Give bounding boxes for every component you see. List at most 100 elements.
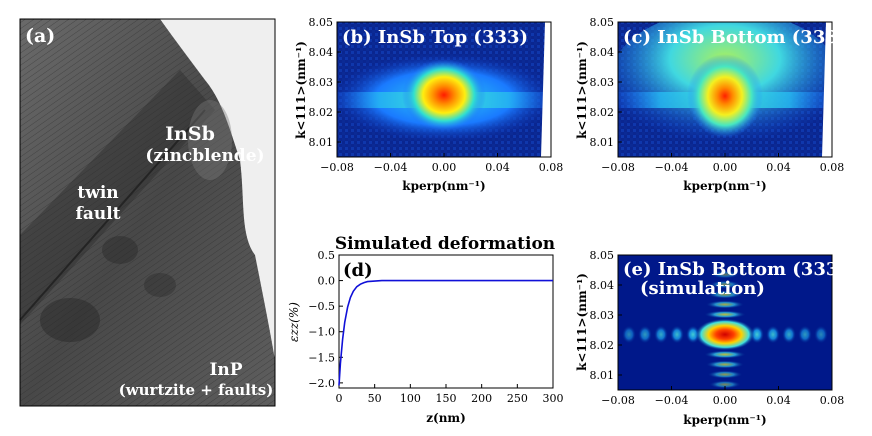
y-tick-label: −1.0 (308, 326, 335, 339)
x-tick-label: 0.00 (713, 394, 738, 407)
x-tick-label: 50 (368, 392, 382, 405)
panel-c-axes: −0.08 −0.04 0.00 0.04 0.08 8.05 8.04 8.03 8.02 8.… (590, 16, 845, 174)
x-tick-label: 200 (471, 392, 492, 405)
strain-line (338, 279, 553, 386)
y-tick-label: 8.04 (309, 46, 334, 59)
panel-d-label: (d) (343, 260, 373, 281)
y-tick-label: 8.02 (309, 106, 334, 119)
defect-blob (102, 236, 138, 264)
defect-blob (144, 273, 176, 297)
x-tick-label: −0.08 (320, 161, 354, 174)
y-tick-label: −0.5 (308, 300, 335, 313)
twin-fault-band (20, 70, 215, 325)
x-tick-label: 300 (543, 392, 564, 405)
vertical-fringe (705, 300, 745, 309)
panel-b: (b) InSb Top (333) −0.08 −0.04 0.00 0.04 0.0… (294, 16, 563, 193)
panel-d-ylabel: εzz(%) (287, 302, 301, 342)
panel-d: Simulated deformation (d) 0 50 100 150 200 25… (287, 234, 564, 425)
panel-d-frame (338, 254, 554, 389)
vertical-fringe (705, 360, 745, 369)
x-tick-label: 150 (436, 392, 457, 405)
y-tick-label: 8.05 (590, 249, 615, 262)
y-tick-label: 8.03 (590, 309, 615, 322)
bragg-peak (695, 318, 755, 351)
y-tick-label: 8.01 (590, 136, 615, 149)
annotation-fault: fault (76, 204, 121, 224)
x-tick-label: 0.04 (766, 161, 791, 174)
y-tick-label: 8.01 (590, 369, 615, 382)
x-tick-label: 0.00 (432, 161, 457, 174)
horizontal-lobe (798, 325, 812, 344)
y-tick-label: 8.05 (590, 16, 615, 29)
panel-b-xlabel: kperp(nm⁻¹) (402, 179, 485, 193)
panel-d-series (338, 279, 553, 386)
y-tick-label: −2.0 (308, 377, 335, 390)
y-tick-label: 8.03 (590, 76, 615, 89)
defect-blob (40, 298, 100, 342)
panel-b-ylabel: k<111>(nm⁻¹) (294, 41, 308, 139)
y-tick-label: 8.04 (590, 46, 615, 59)
y-tick-label: 0.0 (318, 275, 336, 288)
panel-c: (c) InSb Bottom (333) −0.08 −0.04 0.00 0.04… (575, 16, 846, 193)
x-tick-label: 0.00 (713, 161, 738, 174)
panel-d-xlabel: z(nm) (426, 411, 466, 425)
y-tick-label: 8.02 (590, 339, 615, 352)
y-tick-label: 8.03 (309, 76, 334, 89)
bragg-peak (687, 54, 763, 138)
panel-a: (a) InSb (zincblende) twin fault InP (wu… (19, 18, 276, 407)
annotation-insb: InSb (165, 123, 215, 145)
panel-e-xlabel: kperp(nm⁻¹) (683, 413, 766, 427)
panel-c-xlabel: kperp(nm⁻¹) (683, 179, 766, 193)
surface-roughness (188, 100, 232, 180)
vertical-fringe (704, 310, 746, 319)
panel-c-title: (c) InSb Bottom (333) (623, 27, 846, 48)
y-tick-label: 8.05 (309, 16, 334, 29)
panel-d-title: Simulated deformation (335, 234, 555, 254)
x-tick-label: 250 (507, 392, 528, 405)
simulated-fringes (622, 270, 828, 389)
y-tick-label: 0.5 (318, 249, 336, 262)
panel-e-subtitle: (simulation) (640, 278, 765, 299)
x-tick-label: −0.08 (601, 161, 635, 174)
x-tick-label: −0.04 (655, 161, 689, 174)
panel-e: (e) InSb Bottom (333) (simulation) −0.08… (575, 249, 847, 427)
annotation-twin: twin (77, 183, 118, 203)
panel-d-axes: 0 50 100 150 200 250 300 0.5 0.0 −0.5 −1.0 −1.5 −2.0 (308, 249, 563, 405)
panel-e-axes: −0.08 −0.04 0.00 0.04 0.08 8.05 8.04 8.03 8.02 8.… (590, 249, 845, 407)
vertical-fringe (704, 350, 746, 359)
panel-e-title: (e) InSb Bottom (333) (623, 259, 847, 280)
panel-c-ylabel: k<111>(nm⁻¹) (575, 41, 589, 139)
tem-lattice-fringes (20, 19, 275, 406)
x-tick-label: 100 (400, 392, 421, 405)
annotation-inp: InP (209, 360, 242, 380)
vertical-fringe (709, 380, 741, 389)
vertical-fringe (707, 370, 743, 379)
horizontal-lobe (782, 325, 796, 344)
horizontal-lobe (638, 325, 652, 344)
panel-b-axes: −0.08 −0.04 0.00 0.04 0.08 8.05 8.04 8.03 8.02 8.… (309, 16, 564, 174)
x-tick-label: 0 (336, 392, 343, 405)
x-tick-label: 0.08 (820, 161, 845, 174)
panel-e-ylabel: k<111>(nm⁻¹) (575, 273, 589, 371)
x-tick-label: −0.04 (374, 161, 408, 174)
horizontal-lobe (622, 325, 636, 344)
x-tick-label: 0.04 (485, 161, 510, 174)
panel-a-label: (a) (25, 25, 55, 47)
x-tick-label: −0.08 (601, 394, 635, 407)
detector-gap (541, 22, 551, 157)
horizontal-lobe (654, 325, 668, 344)
vertical-fringe (709, 280, 741, 289)
x-tick-label: −0.04 (655, 394, 689, 407)
panel-b-title: (b) InSb Top (333) (342, 27, 528, 48)
interface-line (19, 109, 206, 321)
detector-gap (822, 22, 832, 157)
y-tick-label: 8.04 (590, 279, 615, 292)
y-tick-label: 8.02 (590, 106, 615, 119)
horizontal-lobe (670, 325, 684, 344)
y-tick-label: 8.01 (309, 136, 334, 149)
x-tick-label: 0.08 (820, 394, 845, 407)
annotation-wurtzite: (wurtzite + faults) (119, 381, 274, 399)
x-tick-label: 0.08 (539, 161, 564, 174)
panel-a-frame (19, 18, 276, 407)
